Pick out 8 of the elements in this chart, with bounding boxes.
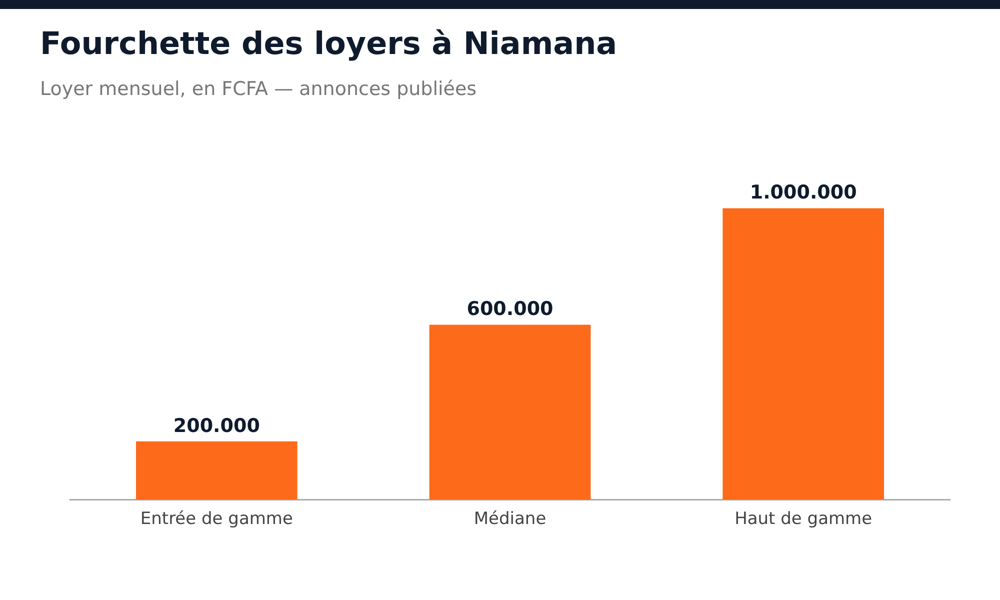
chart-title: Fourchette des loyers à Niamana	[40, 26, 618, 62]
data-label: 600.000	[466, 298, 554, 320]
data-label: 200.000	[173, 414, 260, 437]
x-tick-label: Entrée de gamme	[140, 509, 293, 530]
x-tick-label: Médiane	[474, 509, 546, 530]
x-tick-label: Haut de gamme	[734, 509, 872, 530]
data-label: 1.000.000	[750, 182, 857, 204]
chart-subtitle: Loyer mensuel, en FCFA — annonces publiées	[40, 78, 477, 100]
